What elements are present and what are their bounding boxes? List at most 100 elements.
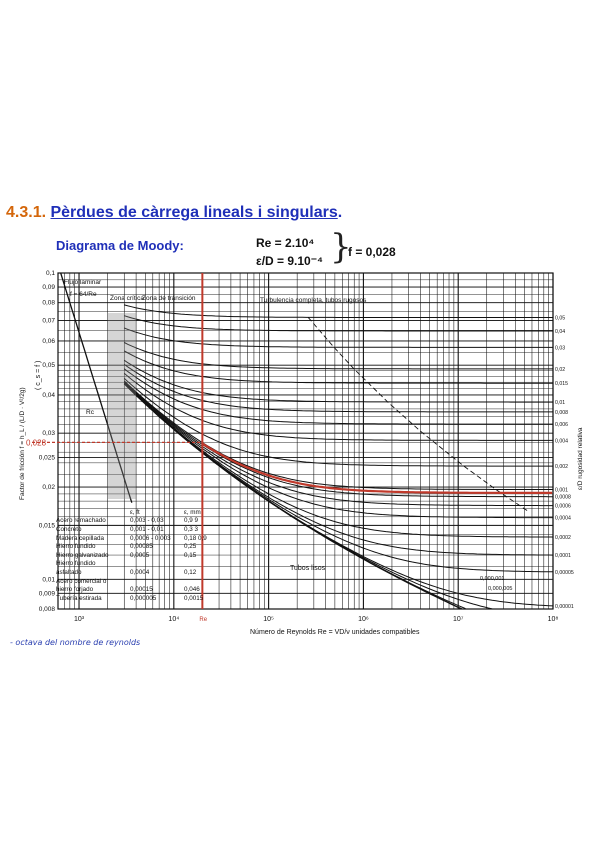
table-row: Tubería estirada 0,000005 0,0015 (56, 594, 236, 603)
table-row: Hierro galvanizado 0,0005 0,15 (56, 551, 236, 560)
right-tick-label: 0,015 (555, 381, 568, 387)
y-tick-label: 0,01 (42, 576, 55, 583)
critical-zone-band (108, 313, 137, 499)
table-cell: 0,00085 (130, 543, 184, 550)
table-row: Hierro fundido 0,00085 0,25 (56, 542, 236, 551)
transition-zone-label: Zona de transición (142, 295, 196, 302)
right-tick-label: 0,004 (555, 438, 568, 444)
table-header: ε, ft ε, mm (56, 508, 236, 517)
table-row: asfaltado 0,0004 0,12 (56, 568, 236, 577)
x-tick-label: 10³ (74, 616, 85, 623)
table-cell: hierro forjado (56, 586, 130, 593)
right-tick-label: 0,0008 (555, 495, 571, 501)
table-row: Hierro fundido (56, 560, 236, 569)
rc-label: Rc (86, 409, 95, 416)
y-tick-label: 0,03 (42, 430, 55, 437)
table-row: Acero comercial o (56, 577, 236, 586)
right-axis-title: ε/D rugosidad relativa (577, 427, 584, 490)
table-cell: 0,25 (184, 543, 228, 550)
table-row: Concreto 0,001 - 0,01 0,3 3 (56, 525, 236, 534)
table-cell: 0,0006 - 0,003 (130, 535, 184, 542)
table-cell: 0,9 9 (184, 517, 228, 524)
y-tick-label: 0,06 (42, 338, 55, 345)
table-cell: 0,18 0,9 (184, 535, 228, 542)
roughness-curve (124, 383, 552, 518)
table-cell: asfaltado (56, 569, 130, 576)
right-tick-label: 0,001 (555, 488, 568, 494)
table-cell: ε, ft (130, 509, 184, 516)
y-tick-label: 0,04 (42, 392, 55, 399)
handwritten-note: - octava del nombre de reynolds (10, 638, 140, 647)
table-cell: Acero comercial o (56, 578, 130, 585)
y-tick-label: 0,008 (39, 606, 56, 613)
critical-zone-label: Zona crítica (110, 295, 144, 302)
right-tick-label: 0,008 (555, 410, 568, 416)
table-cell: Hierro galvanizado (56, 552, 130, 559)
x-axis-title: Número de Reynolds Re = VD/ν unidades co… (250, 629, 420, 636)
x-tick-label: 10⁵ (263, 616, 274, 623)
table-cell: 0,15 (184, 552, 228, 559)
reynolds-marker-label: Re (199, 617, 207, 623)
table-cell: 0,000005 (130, 595, 184, 602)
y-tick-label: 0,09 (42, 284, 55, 291)
table-cell: 0,0005 (130, 552, 184, 559)
roughness-0000005-label: 0,000,005 (488, 586, 512, 592)
table-cell: 0,001 - 0,01 (130, 526, 184, 533)
table-cell: 0,00015 (130, 586, 184, 593)
right-tick-label: 0,01 (555, 400, 565, 406)
friction-value-label: 0,028 (26, 438, 47, 447)
roughness-curve (124, 360, 552, 402)
right-tick-label: 0,04 (555, 329, 565, 335)
y-tick-label: 0,025 (39, 454, 56, 461)
table-cell: 0,3 3 (184, 526, 228, 533)
table-cell: Concreto (56, 526, 130, 533)
y-tick-label: 0,05 (42, 362, 55, 369)
right-tick-label: 0,0004 (555, 516, 571, 522)
y-tick-label: 0,08 (42, 300, 55, 307)
right-tick-label: 0,02 (555, 367, 565, 373)
table-cell: Hierro fundido (56, 543, 130, 550)
table-cell: 0,12 (184, 569, 228, 576)
right-tick-label: 0,0001 (555, 553, 571, 559)
roughness-curve (124, 351, 552, 383)
roughness-0000001-label: 0,000,001 (480, 576, 504, 582)
y-tick-label: 0,02 (42, 484, 55, 491)
x-tick-label: 10⁶ (358, 616, 369, 623)
turbulence-boundary (308, 317, 528, 511)
table-row: hierro forjado 0,00015 0,046 (56, 585, 236, 594)
right-tick-label: 0,05 (555, 316, 565, 322)
turbulence-label: Turbulencia completa, tubos rugosos (260, 297, 367, 304)
table-cell: 0,0004 (130, 569, 184, 576)
right-tick-label: 0,006 (555, 422, 568, 428)
laminar-label: Flujo laminar (64, 279, 102, 286)
y-tick-label: 0,015 (39, 522, 56, 529)
smooth-pipe-label: Tubos lisos (290, 565, 326, 572)
x-tick-label: 10⁴ (168, 616, 179, 623)
right-tick-label: 0,002 (555, 464, 568, 470)
table-cell: Tubería estirada (56, 595, 130, 602)
table-cell: Acero remachado (56, 517, 130, 524)
table-cell: Hierro fundido (56, 560, 130, 567)
right-tick-label: 0,0006 (555, 504, 571, 510)
table-cell: Madera cepillada (56, 535, 130, 542)
table-row: Madera cepillada 0,0006 - 0,003 0,18 0,9 (56, 534, 236, 543)
roughness-table: ε, ft ε, mm Acero remachado 0,003 - 0,03 0,9… (56, 508, 236, 603)
right-tick-label: 0,0002 (555, 535, 571, 541)
table-cell: 0,003 - 0,03 (130, 517, 184, 524)
y-tick-label: 0,009 (39, 590, 56, 597)
table-cell: 0,0015 (184, 595, 228, 602)
table-cell: ε, mm (184, 509, 228, 516)
right-tick-label: 0,00005 (555, 570, 574, 576)
y-axis-subtitle: ( c_s = f ) (35, 361, 42, 390)
table-cell: 0,046 (184, 586, 228, 593)
y-axis-title: Factor de fricción f = h_L / (L/D · V²/2… (19, 387, 26, 500)
laminar-formula-label: f = 64/Re (70, 291, 97, 298)
x-tick-label: 10⁷ (453, 616, 464, 623)
roughness-curve (124, 378, 552, 466)
table-row: Acero remachado 0,003 - 0,03 0,9 9 (56, 517, 236, 526)
x-tick-label: 10⁸ (548, 616, 559, 623)
right-tick-label: 0,00001 (555, 604, 574, 610)
y-tick-label: 0,1 (46, 270, 55, 277)
right-tick-label: 0,03 (555, 345, 565, 351)
